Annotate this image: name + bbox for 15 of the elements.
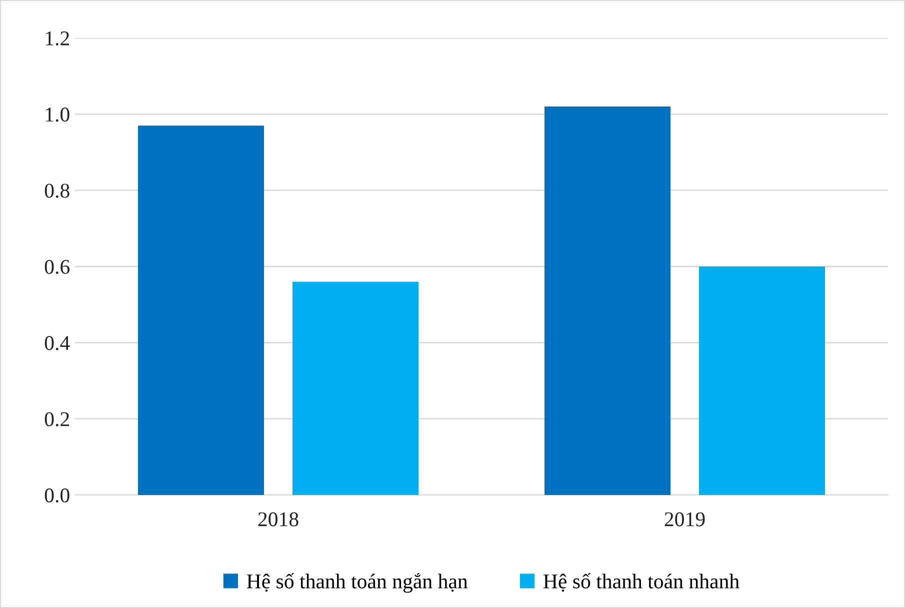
legend-label: Hệ số thanh toán ngắn hạn — [246, 573, 468, 593]
bar — [138, 126, 264, 495]
y-tick-label: 0.0 — [44, 488, 70, 503]
bar — [292, 282, 418, 495]
legend-label: Hệ số thanh toán nhanh — [543, 573, 740, 592]
bar — [698, 266, 825, 495]
y-tick-label: 0.8 — [44, 184, 70, 198]
y-tick-label: 0.2 — [44, 412, 69, 426]
y-tick-label: 1.0 — [46, 108, 70, 122]
x-tick-label: 2018 — [258, 512, 298, 526]
y-tick-label: 1.2 — [46, 31, 69, 46]
y-tick-label: 0.6 — [44, 260, 70, 274]
y-tick-label: 0.4 — [44, 336, 70, 350]
x-tick-label: 2019 — [664, 512, 705, 526]
bar — [544, 106, 671, 495]
